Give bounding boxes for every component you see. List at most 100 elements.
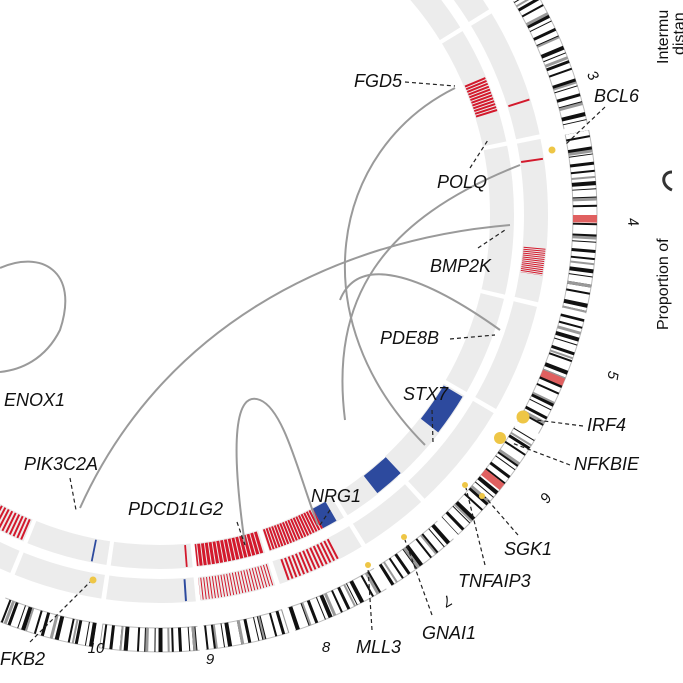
gene-label: NFKBIE — [574, 454, 640, 474]
leader — [431, 409, 434, 443]
leader — [367, 567, 373, 631]
chord — [0, 260, 67, 373]
dot — [462, 482, 468, 488]
gap — [513, 420, 540, 440]
gap — [92, 622, 103, 649]
chromosome-label: 8 — [322, 639, 331, 656]
gene-label: FGD5 — [354, 71, 403, 91]
leader — [449, 334, 496, 340]
segment — [262, 508, 323, 551]
gap — [515, 134, 542, 144]
chords — [0, 87, 521, 546]
leader — [319, 509, 331, 526]
leader — [69, 477, 77, 511]
chord — [339, 273, 501, 331]
segment — [363, 457, 401, 494]
dot — [401, 534, 407, 540]
gap — [472, 396, 497, 414]
gene-label: FKB2 — [0, 649, 45, 669]
gap — [197, 624, 206, 652]
leader — [404, 81, 456, 87]
gap — [438, 26, 464, 45]
leader — [564, 106, 606, 146]
side-icon — [662, 170, 673, 192]
leader — [29, 581, 91, 643]
gene-label: SGK1 — [504, 539, 552, 559]
gap — [0, 594, 6, 612]
side-text: distan — [671, 12, 683, 55]
gene-label: ENOX1 — [4, 390, 65, 410]
side-panel — [648, 0, 683, 683]
gap — [281, 606, 296, 634]
gene-label: BCL6 — [594, 86, 640, 106]
dot — [494, 432, 506, 444]
gap — [512, 296, 540, 308]
chromosome-label: 3 — [583, 68, 602, 84]
gene-label: PDE8B — [380, 328, 439, 348]
gene-label: IRF4 — [587, 415, 626, 435]
leaders — [29, 81, 606, 643]
gap — [442, 379, 468, 397]
chord — [235, 397, 319, 546]
gap — [479, 288, 506, 300]
ideogram-band — [480, 469, 505, 491]
chord — [343, 87, 456, 446]
gap — [267, 560, 281, 587]
gap — [330, 494, 349, 519]
gap — [560, 307, 587, 320]
leader — [535, 419, 584, 427]
gene-label: MLL3 — [356, 637, 401, 657]
gap — [106, 540, 115, 567]
leader — [484, 496, 519, 536]
leader — [511, 442, 571, 466]
chromosome-label: 7 — [439, 591, 455, 610]
dot — [365, 562, 371, 568]
gene-label: POLQ — [437, 172, 487, 192]
gene-label: GNAI1 — [422, 623, 476, 643]
side-text: Proportion of — [655, 238, 672, 330]
segment — [520, 246, 546, 276]
gene-label: TNFAIP3 — [458, 571, 531, 591]
chromosome-label: 5 — [603, 370, 621, 382]
gene-label: PDCD1LG2 — [128, 499, 223, 519]
side-text: Intermu — [655, 10, 672, 64]
gap — [348, 522, 367, 548]
gap — [467, 8, 493, 27]
leader — [465, 487, 486, 566]
gap — [373, 564, 393, 590]
track — [0, 0, 548, 603]
chromosome-label: 4 — [623, 216, 641, 227]
rings — [0, 0, 598, 653]
gap — [562, 123, 590, 135]
chord — [341, 164, 521, 421]
gene-label: STX7 — [403, 384, 449, 404]
chord — [79, 224, 511, 509]
leader — [477, 229, 506, 249]
segment — [508, 98, 530, 108]
leader — [469, 139, 489, 169]
gap — [101, 573, 110, 601]
gene-label: PIK3C2A — [24, 454, 98, 474]
segment — [312, 501, 337, 529]
gene-labels: FGD5 BCL6 POLQ BMP2K PDE8B STX7 IRF4 NFK… — [0, 71, 640, 669]
dot — [516, 410, 530, 424]
gap — [257, 527, 270, 554]
track — [0, 0, 514, 569]
segment — [420, 385, 463, 433]
dot — [89, 576, 97, 584]
segment — [278, 538, 339, 581]
ideogram-band — [540, 369, 566, 386]
gap — [9, 549, 25, 576]
dot — [479, 493, 485, 499]
gene-label: BMP2K — [430, 256, 492, 276]
gap — [404, 480, 426, 503]
gene-label: NRG1 — [311, 486, 361, 506]
dot — [548, 146, 556, 154]
gap — [436, 516, 459, 540]
chromosome-label: 10 — [88, 640, 105, 657]
dots — [89, 146, 556, 584]
gap — [481, 141, 509, 151]
chromosome-label: 9 — [206, 651, 215, 668]
segment — [464, 77, 498, 119]
